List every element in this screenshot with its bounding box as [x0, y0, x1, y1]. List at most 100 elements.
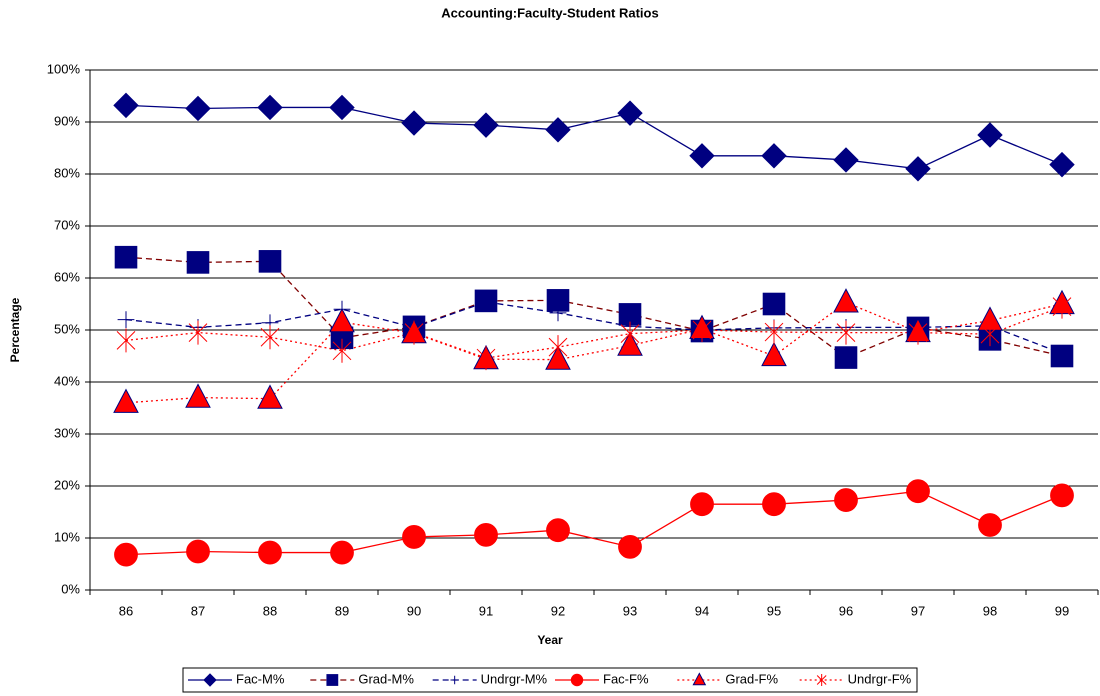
data-point [116, 328, 136, 353]
series-line [125, 305, 1063, 359]
legend-label: Undrgr-M% [481, 671, 548, 686]
y-tick-label: 80% [54, 165, 80, 180]
data-point [761, 143, 787, 169]
legend-marker [203, 673, 217, 687]
x-tick-label: 91 [479, 603, 493, 618]
series-line [125, 256, 1063, 359]
data-point [258, 540, 282, 565]
legend-label: Fac-M% [236, 671, 285, 686]
data-point [617, 100, 643, 126]
data-point [185, 383, 211, 408]
x-tick-label: 93 [623, 603, 637, 618]
data-point [329, 307, 355, 333]
data-point [477, 293, 495, 311]
data-point [764, 320, 784, 345]
x-tick-label: 94 [695, 603, 709, 618]
data-point [980, 322, 1000, 347]
x-tick-label: 92 [551, 603, 565, 618]
data-point [978, 513, 1002, 537]
data-point [257, 384, 283, 409]
data-point [474, 522, 498, 547]
data-point [620, 321, 640, 346]
x-tick-label: 86 [119, 603, 133, 618]
data-point [833, 288, 859, 313]
data-point [476, 346, 496, 371]
data-point [762, 492, 786, 517]
data-point [1052, 294, 1072, 319]
data-point [692, 318, 712, 342]
data-point [473, 112, 499, 138]
data-point [549, 304, 567, 322]
legend-label: Grad-F% [725, 671, 778, 686]
data-point [329, 94, 355, 121]
data-point [546, 518, 570, 543]
series-line [125, 301, 1063, 404]
data-point [1050, 483, 1074, 508]
chart-title: Accounting:Faculty-Student Ratios [441, 5, 658, 20]
y-axis-title: Percentage [8, 297, 22, 362]
data-point [114, 245, 138, 269]
x-tick-label: 96 [839, 603, 853, 618]
data-point [689, 143, 715, 169]
data-point [834, 488, 858, 512]
x-tick-label: 87 [191, 603, 205, 618]
x-tick-label: 99 [1055, 603, 1069, 618]
legend-marker [692, 672, 707, 686]
data-point [762, 292, 786, 316]
data-point [1053, 345, 1071, 362]
y-tick-label: 20% [54, 477, 80, 492]
data-point [1049, 151, 1075, 178]
y-tick-label: 50% [54, 321, 80, 336]
series-line [125, 301, 1063, 355]
data-point [260, 325, 280, 350]
x-tick-label: 97 [911, 603, 925, 618]
data-point [258, 250, 282, 273]
data-point [548, 335, 568, 360]
data-point [186, 539, 210, 564]
legend-marker [816, 674, 827, 686]
data-point [113, 92, 139, 119]
legend-marker [326, 674, 339, 686]
data-point [908, 320, 928, 345]
data-point [905, 156, 931, 182]
data-point [836, 320, 856, 345]
data-point [330, 540, 354, 565]
data-point [761, 341, 787, 367]
y-tick-label: 10% [54, 529, 80, 544]
y-tick-label: 40% [54, 373, 80, 388]
data-point [545, 117, 571, 143]
legend-label: Fac-F% [603, 671, 649, 686]
x-tick-label: 90 [407, 603, 421, 618]
legend-box [182, 667, 918, 693]
data-point [117, 311, 135, 328]
legend-label: Grad-M% [358, 671, 414, 686]
series-line [125, 490, 1063, 556]
data-point [113, 388, 139, 413]
x-tick-label: 98 [983, 603, 997, 618]
legend-marker [450, 675, 459, 685]
legend-label: Undrgr-F% [848, 671, 912, 686]
x-tick-label: 88 [263, 603, 277, 618]
x-tick-label: 89 [335, 603, 349, 618]
data-point [402, 525, 426, 549]
y-tick-label: 60% [54, 269, 80, 284]
y-tick-label: 30% [54, 425, 80, 440]
data-point [401, 110, 427, 136]
y-tick-label: 100% [47, 61, 81, 76]
legend-marker [570, 673, 584, 687]
y-tick-label: 0% [61, 581, 80, 596]
data-point [834, 346, 858, 369]
data-point [188, 320, 208, 345]
data-point [906, 479, 930, 504]
data-point [332, 338, 352, 363]
data-point [833, 147, 859, 173]
data-point [977, 122, 1003, 148]
x-axis-title: Year [537, 633, 563, 647]
x-tick-label: 95 [767, 603, 781, 618]
data-point [114, 542, 138, 567]
data-point [618, 534, 642, 559]
data-point [690, 492, 714, 517]
data-point [257, 94, 283, 121]
data-point [185, 95, 211, 122]
